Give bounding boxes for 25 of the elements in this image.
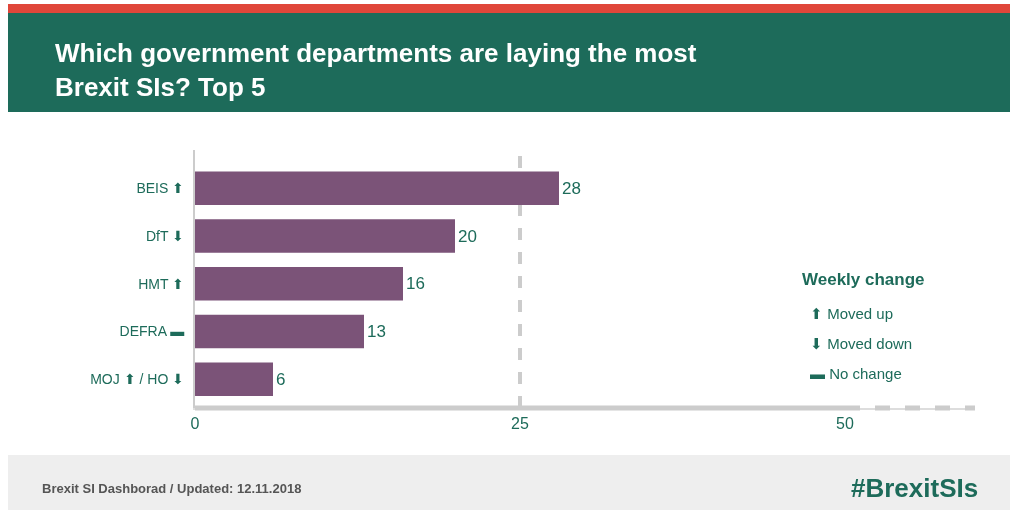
text: #BrexitSIs bbox=[851, 473, 979, 503]
data-label: 16 bbox=[406, 274, 425, 294]
y-tick-label: MOJ ⬆ / HO ⬇ bbox=[90, 371, 185, 388]
data-label: 20 bbox=[458, 226, 477, 246]
annotation: Weekly change bbox=[802, 270, 925, 289]
data-label: 6 bbox=[276, 369, 286, 389]
annotation: ⬆ Moved up bbox=[810, 305, 894, 322]
y-tick-label: HMT ⬆ bbox=[138, 275, 185, 292]
data-label: 13 bbox=[367, 322, 386, 342]
x-tick-label: 50 bbox=[836, 415, 854, 433]
chart-title: Which government departments are laying the most Brexit SIs? Top 5 bbox=[55, 38, 697, 102]
bar bbox=[195, 362, 273, 397]
y-tick-label: DEFRA ▬ bbox=[119, 323, 185, 340]
bar bbox=[195, 219, 455, 253]
x-tick-label: 0 bbox=[190, 415, 200, 433]
y-tick-label: BEIS ⬆ bbox=[136, 180, 185, 197]
bar bbox=[195, 267, 403, 301]
bar bbox=[195, 171, 559, 205]
annotation: ⬇ Moved down bbox=[810, 335, 913, 352]
bar bbox=[195, 314, 364, 349]
x-tick-label: 25 bbox=[511, 415, 529, 433]
text: Brexit SI Dashborad / Updated: 12.11.2018 bbox=[42, 481, 302, 496]
y-tick-label: DfT ⬇ bbox=[146, 227, 185, 244]
data-label: 28 bbox=[562, 178, 581, 198]
annotation: ▬ No change bbox=[810, 365, 902, 382]
